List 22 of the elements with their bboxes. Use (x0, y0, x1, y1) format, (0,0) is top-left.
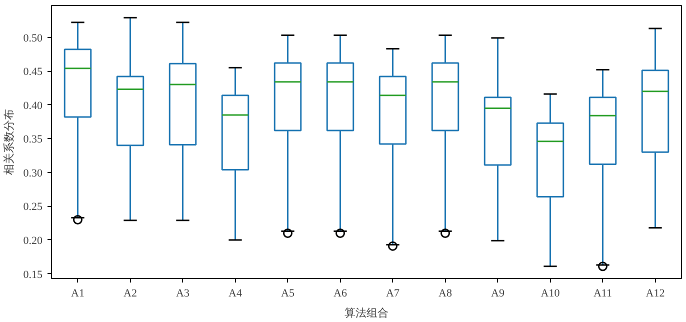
x-tick-label: A12 (646, 288, 665, 300)
x-tick-label: A4 (228, 288, 242, 300)
y-tick-label: 0.15 (23, 268, 43, 281)
y-tick-label: 0.35 (23, 134, 43, 146)
y-tick-label: 0.50 (23, 32, 43, 44)
x-tick-label: A3 (176, 288, 190, 300)
x-tick-label: A8 (438, 288, 452, 300)
x-tick-label: A10 (540, 288, 560, 300)
x-tick-label: A2 (124, 288, 137, 300)
x-tick-label: A11 (593, 288, 612, 300)
x-tick-label: A7 (386, 288, 400, 300)
y-axis-title: 相关系数分布 (2, 109, 16, 175)
x-tick-label: A6 (334, 288, 348, 300)
x-tick-label: A1 (71, 288, 84, 300)
y-tick-label: 0.25 (23, 201, 43, 214)
y-tick-label: 0.40 (23, 100, 43, 112)
y-tick-label: 0.45 (23, 66, 43, 78)
y-tick-label: 0.20 (23, 234, 43, 247)
y-tick-label: 0.30 (23, 167, 43, 180)
x-tick-label: A5 (281, 288, 295, 300)
x-axis-title: 算法组合 (344, 306, 388, 320)
x-tick-label: A9 (491, 288, 505, 300)
